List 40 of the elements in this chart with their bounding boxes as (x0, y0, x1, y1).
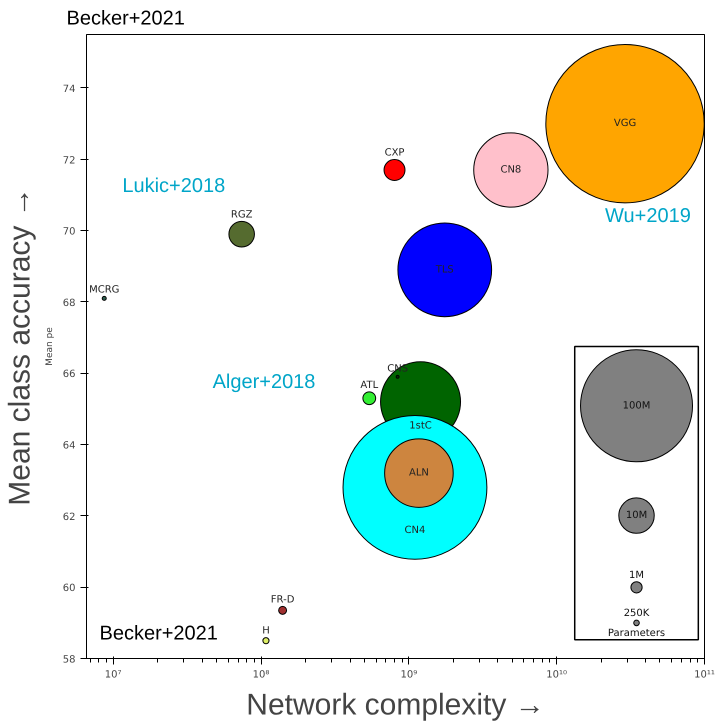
legend-label: 250K (624, 608, 650, 620)
x-tick-label: 10⁹ (400, 670, 418, 680)
y-axis-title: Mean class accuracy → (4, 187, 36, 506)
y-tick-label: 70 (62, 226, 76, 238)
annotation: Wu+2019 (605, 205, 691, 228)
series-label: MCRG (89, 284, 120, 296)
legend-label: 10M (626, 510, 648, 522)
x-tick-label: 10¹⁰ (546, 670, 568, 680)
y-tick-label: 66 (62, 369, 76, 380)
y-tick-label: 60 (62, 583, 76, 594)
x-tick-label: 10⁸ (252, 670, 270, 680)
legend-label: 100M (622, 400, 650, 412)
series-label: CXP (384, 148, 404, 159)
x-tick-label: 10¹¹ (694, 670, 715, 680)
legend-title: Parameters (608, 628, 666, 639)
series-label: CN4 (404, 525, 426, 536)
series-label: ATL (360, 380, 379, 391)
series-label: CNS (387, 363, 408, 374)
x-tick-label: 10⁷ (104, 670, 122, 680)
series-label: ALN (408, 468, 429, 479)
series-label: TLS (434, 264, 454, 276)
annotation: Lukic+2018 (122, 175, 226, 198)
y-tick-label: 62 (62, 512, 76, 523)
x-axis-title: Network complexity → (246, 688, 545, 722)
chart-title: Becker+2021 (66, 8, 185, 30)
series-label: RGZ (230, 209, 253, 220)
series-label: 1stC (409, 420, 432, 432)
legend-label: 1M (629, 570, 644, 581)
annotation: Becker+2021 (99, 622, 218, 645)
series-label: VGG (614, 118, 636, 130)
series-label: H (262, 626, 270, 637)
text: Mean pe (44, 326, 55, 366)
annotation: Alger+2018 (212, 371, 316, 394)
y-tick-label: 58 (62, 654, 76, 666)
y-tick-label: 72 (62, 155, 76, 166)
series-label: CN8 (500, 164, 522, 176)
series-label: FR-D (270, 594, 295, 606)
y-tick-label: 74 (62, 84, 76, 95)
y-tick-label: 68 (62, 298, 76, 309)
y-tick-label: 64 (62, 440, 76, 452)
